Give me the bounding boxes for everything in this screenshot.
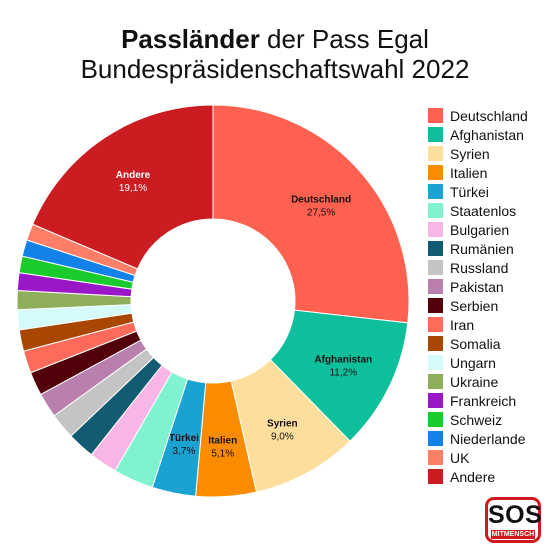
legend-label: Bulgarien — [450, 221, 510, 238]
sos-mitmensch-logo: SOS MITMENSCH — [485, 497, 543, 543]
legend-swatch — [428, 355, 443, 370]
legend-label: Türkei — [450, 183, 489, 200]
legend-swatch — [428, 184, 443, 199]
title-line-1: Passländer der Pass Egal — [0, 24, 550, 54]
legend-label: Ukraine — [450, 373, 499, 390]
legend-swatch — [428, 146, 443, 161]
legend-item-russland: Russland — [428, 258, 550, 277]
slice-value-deutschland: 27,5% — [307, 207, 335, 218]
legend-swatch — [428, 374, 443, 389]
legend-swatch — [428, 260, 443, 275]
slice-value-turkei: 3,7% — [173, 446, 196, 457]
legend-swatch — [428, 127, 443, 142]
legend-item-italien: Italien — [428, 163, 550, 182]
legend-item-ukraine: Ukraine — [428, 372, 550, 391]
legend-swatch — [428, 279, 443, 294]
legend-label: Italien — [450, 164, 488, 181]
legend-item-andere: Andere — [428, 467, 550, 486]
legend-label: Ungarn — [450, 354, 496, 371]
legend-swatch — [428, 222, 443, 237]
legend-item-deutschland: Deutschland — [428, 106, 550, 125]
logo-main-text: SOS — [488, 501, 543, 529]
legend-label: Afghanistan — [450, 126, 524, 143]
slice-andere — [31, 104, 214, 270]
legend-label: Pakistan — [450, 278, 504, 295]
legend-swatch — [428, 431, 443, 446]
legend-swatch — [428, 412, 443, 427]
legend-label: Somalia — [450, 335, 501, 352]
title-rest: der Pass Egal — [259, 24, 429, 54]
legend-item-schweiz: Schweiz — [428, 410, 550, 429]
legend-item-iran: Iran — [428, 315, 550, 334]
slice-label-andere: Andere — [116, 170, 151, 181]
legend-item-uk: UK — [428, 448, 550, 467]
legend-item-pakistan: Pakistan — [428, 277, 550, 296]
legend-label: Andere — [450, 468, 496, 485]
legend-swatch — [428, 450, 443, 465]
legend-item-ungarn: Ungarn — [428, 353, 550, 372]
title-line-2: Bundespräsidenschaftswahl 2022 — [80, 54, 470, 84]
legend-label: Niederlande — [450, 430, 526, 447]
slice-label-deutschland: Deutschland — [291, 194, 351, 205]
slice-value-andere: 19,1% — [119, 183, 147, 194]
legend-label: Deutschland — [450, 107, 528, 124]
legend-label: Staatenlos — [450, 202, 517, 219]
slice-deutschland — [212, 104, 410, 324]
slice-label-italien: Italien — [208, 436, 237, 447]
slice-value-syrien: 9,0% — [271, 431, 294, 442]
legend-item-bulgarien: Bulgarien — [428, 220, 550, 239]
legend-swatch — [428, 393, 443, 408]
legend: Deutschland Afghanistan Syrien Italien Türke… — [428, 106, 550, 486]
legend-item-niederlande: Niederlande — [428, 429, 550, 448]
legend-label: UK — [450, 449, 470, 466]
legend-item-somalia: Somalia — [428, 334, 550, 353]
legend-item-syrien: Syrien — [428, 144, 550, 163]
slice-value-afghanistan: 11,2% — [329, 368, 357, 379]
legend-item-frankreich: Frankreich — [428, 391, 550, 410]
logo-sub-text: MITMENSCH — [491, 530, 535, 539]
legend-label: Serbien — [450, 297, 499, 314]
legend-item-turkei: Türkei — [428, 182, 550, 201]
legend-swatch — [428, 165, 443, 180]
legend-label: Russland — [450, 259, 509, 276]
chart-title: Passländer der Pass Egal Bundespräsidens… — [0, 24, 550, 84]
legend-swatch — [428, 108, 443, 123]
legend-label: Syrien — [450, 145, 490, 162]
legend-item-staatenlos: Staatenlos — [428, 201, 550, 220]
title-bold: Passländer — [121, 24, 260, 54]
legend-swatch — [428, 469, 443, 484]
slice-label-syrien: Syrien — [267, 418, 298, 429]
legend-label: Rumänien — [450, 240, 514, 257]
legend-label: Schweiz — [450, 411, 503, 428]
legend-item-rumanien: Rumänien — [428, 239, 550, 258]
slice-label-turkei: Türkei — [169, 433, 199, 444]
legend-label: Iran — [450, 316, 475, 333]
legend-swatch — [428, 203, 443, 218]
legend-label: Frankreich — [450, 392, 517, 409]
legend-swatch — [428, 336, 443, 351]
legend-item-afghanistan: Afghanistan — [428, 125, 550, 144]
legend-swatch — [428, 317, 443, 332]
slice-label-afghanistan: Afghanistan — [314, 355, 372, 366]
legend-item-serbien: Serbien — [428, 296, 550, 315]
legend-swatch — [428, 298, 443, 313]
slice-value-italien: 5,1% — [211, 449, 234, 460]
legend-swatch — [428, 241, 443, 256]
